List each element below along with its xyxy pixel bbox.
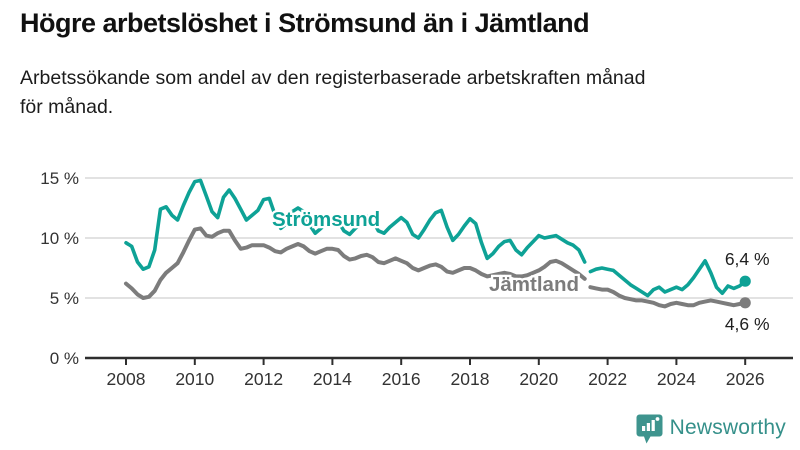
y-tick-label: 10 % <box>40 229 79 248</box>
x-tick-label: 2022 <box>588 369 627 389</box>
series-line-jämtland-seg1 <box>124 226 587 300</box>
newsworthy-logo[interactable]: Newsworthy <box>636 412 786 444</box>
series-line-strömsund-seg1 <box>124 178 587 272</box>
x-tick-label: 2016 <box>382 369 421 389</box>
x-tick-label: 2010 <box>175 369 214 389</box>
x-tick-label: 2012 <box>244 369 283 389</box>
series-label-strömsund: Strömsund <box>272 208 380 231</box>
x-tick-label: 2018 <box>451 369 490 389</box>
y-tick-label: 0 % <box>50 349 79 368</box>
y-tick-label: 15 % <box>40 169 79 188</box>
x-tick-label: 2014 <box>313 369 352 389</box>
page-title: Högre arbetslöshet i Strömsund än i Jämt… <box>20 8 590 38</box>
end-value-label: 6,4 % <box>725 249 770 269</box>
end-dot-strömsund <box>739 275 751 287</box>
subtitle-line-1: Arbetssökande som andel av den registerb… <box>20 67 646 89</box>
end-dot-jämtland <box>739 297 751 309</box>
series-line-strömsund-seg2 <box>588 258 748 298</box>
series-label-jämtland: Jämtland <box>489 273 579 296</box>
x-tick-label: 2020 <box>519 369 558 389</box>
chart-subtitle: Arbetssökande som andel av den registerb… <box>20 64 790 123</box>
y-tick-label: 5 % <box>50 289 79 308</box>
x-tick-label: 2008 <box>107 369 146 389</box>
x-tick-label: 2024 <box>657 369 696 389</box>
x-tick-label: 2026 <box>726 369 765 389</box>
series-line-jämtland-seg2 <box>588 285 748 309</box>
newsworthy-logo-text: Newsworthy <box>669 416 786 439</box>
subtitle-line-2: för månad. <box>20 96 114 119</box>
end-value-label: 4,6 % <box>725 314 770 334</box>
bar-chart-speech-bubble-icon <box>636 414 663 444</box>
